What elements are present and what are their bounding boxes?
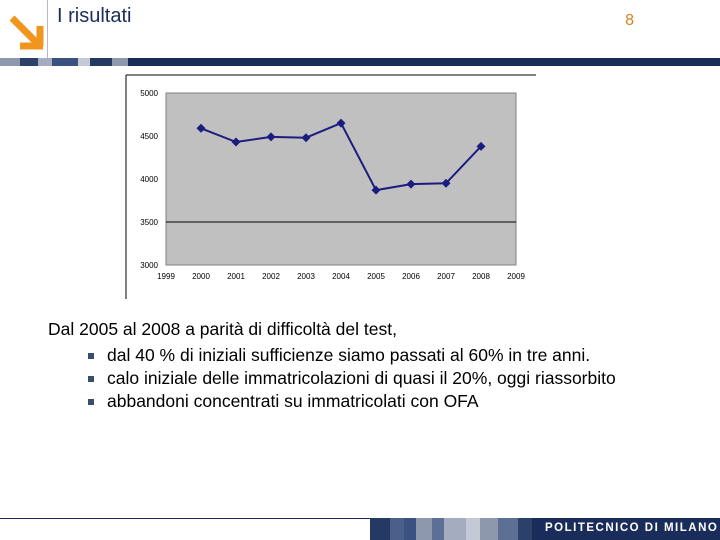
x-tick-label: 1999 [157, 272, 175, 281]
x-tick-label: 2007 [437, 272, 455, 281]
y-tick-label: 3500 [140, 218, 158, 227]
body-lead: Dal 2005 al 2008 a parità di difficoltà … [48, 319, 397, 339]
bullet-item: dal 40 % di iniziali sufficienze siamo p… [48, 344, 648, 367]
x-tick-label: 2008 [472, 272, 490, 281]
square-bullet-icon [88, 376, 94, 382]
data-point-marker [196, 123, 206, 133]
data-point-marker [476, 141, 486, 151]
data-point-marker [231, 137, 241, 147]
slide-title: I risultati [57, 5, 132, 27]
footer-institution: POLITECNICO DI MILANO [545, 522, 719, 534]
x-tick-label: 2003 [297, 272, 315, 281]
square-bullet-icon [88, 399, 94, 405]
x-tick-label: 2009 [507, 272, 525, 281]
diagonal-arrow-logo-icon [9, 15, 44, 50]
header-divider [47, 0, 48, 60]
x-tick-label: 2001 [227, 272, 245, 281]
bullet-text: dal 40 % di iniziali sufficienze siamo p… [107, 345, 591, 365]
x-tick-label: 2000 [192, 272, 210, 281]
data-point-marker [441, 178, 451, 188]
page-number: 8 [625, 12, 634, 29]
footer-bar: POLITECNICO DI MILANO [370, 518, 720, 540]
data-point-marker [371, 185, 381, 195]
line-chart: 3000 3500 4000 4500 5000 1999 2000 2001 2002 2003… [125, 74, 536, 299]
x-tick-label: 2002 [262, 272, 280, 281]
body-text: Dal 2005 al 2008 a parità di difficoltà … [48, 318, 648, 413]
bullet-text: abbandoni concentrati su immatricolati c… [107, 391, 479, 411]
y-tick-label: 5000 [140, 89, 158, 98]
x-tick-label: 2004 [332, 272, 350, 281]
footer-rule [0, 518, 720, 519]
header-stripe-bar [0, 58, 720, 66]
bullet-item: calo iniziale delle immatricolazioni di … [48, 367, 648, 390]
x-tick-label: 2006 [402, 272, 420, 281]
data-point-marker [336, 118, 346, 128]
data-point-marker [301, 133, 311, 143]
bullet-text: calo iniziale delle immatricolazioni di … [107, 368, 616, 388]
data-point-marker [406, 179, 416, 189]
data-point-marker [266, 132, 276, 142]
y-tick-label: 3000 [140, 261, 158, 270]
bullet-item: abbandoni concentrati su immatricolati c… [48, 390, 648, 413]
x-tick-label: 2005 [367, 272, 385, 281]
square-bullet-icon [88, 353, 94, 359]
y-tick-label: 4500 [140, 132, 158, 141]
y-tick-label: 4000 [140, 175, 158, 184]
bullet-list: dal 40 % di iniziali sufficienze siamo p… [48, 344, 648, 413]
